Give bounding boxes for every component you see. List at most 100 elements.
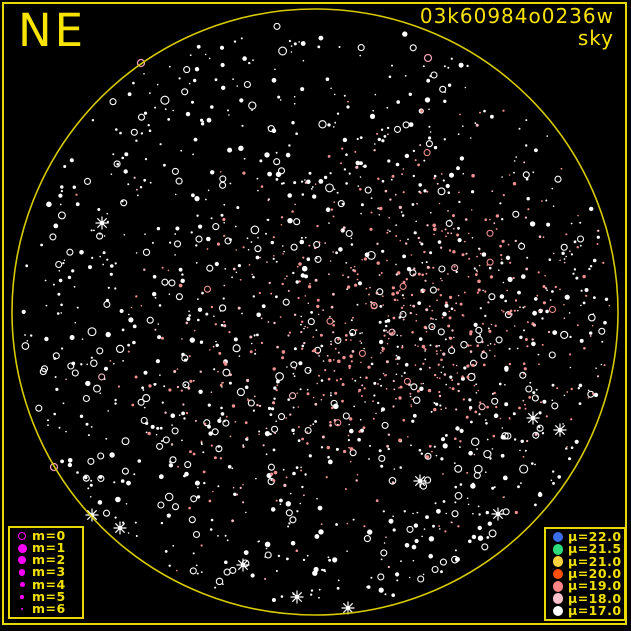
star: [445, 383, 448, 386]
star: [407, 238, 409, 241]
star: [509, 261, 512, 264]
star: [254, 352, 257, 355]
star: [596, 243, 599, 245]
star: [181, 439, 183, 442]
star: [204, 53, 207, 56]
star: [425, 272, 428, 275]
star: [299, 239, 305, 245]
star: [476, 270, 479, 273]
star: [394, 193, 397, 196]
star: [26, 340, 29, 342]
star: [159, 374, 161, 376]
star: [67, 462, 73, 468]
star: [271, 128, 277, 133]
star: [538, 411, 542, 415]
star: [347, 434, 350, 437]
star: [391, 286, 395, 290]
star: [429, 251, 433, 255]
star: [298, 41, 301, 43]
star: [168, 293, 171, 296]
star: [542, 285, 546, 288]
star: [176, 368, 179, 370]
star: [382, 372, 385, 375]
star: [183, 474, 186, 478]
star: [223, 320, 226, 323]
star: [282, 253, 284, 255]
star: [231, 404, 236, 408]
star: [223, 234, 226, 237]
star: [216, 242, 221, 246]
star: [600, 363, 603, 366]
star: [522, 455, 525, 458]
star: [109, 360, 112, 362]
star: [578, 402, 582, 405]
flare-star-core: [294, 594, 300, 600]
mu22-dot-icon: [552, 531, 564, 543]
star: [236, 206, 240, 210]
outlier-ring-stars: [49, 53, 433, 472]
star: [189, 379, 193, 383]
star: [243, 550, 249, 555]
star: [304, 268, 308, 271]
star: [471, 190, 475, 194]
star: [135, 295, 138, 298]
star: [299, 502, 302, 505]
star: [327, 459, 333, 465]
star: [528, 396, 532, 399]
star: [430, 71, 438, 79]
star: [76, 471, 79, 474]
star: [519, 306, 521, 309]
star: [35, 404, 43, 412]
star: [227, 147, 233, 153]
star: [483, 449, 492, 459]
star: [451, 329, 454, 332]
star: [279, 503, 282, 506]
star: [425, 515, 429, 519]
star: [222, 368, 231, 377]
star: [538, 235, 542, 238]
star: [353, 265, 356, 268]
star: [378, 449, 382, 453]
star: [439, 528, 441, 530]
star: [271, 407, 275, 411]
star: [580, 289, 583, 292]
star: [396, 334, 399, 337]
star: [370, 362, 374, 366]
star: [223, 284, 226, 287]
star: [524, 449, 527, 452]
star: [443, 65, 446, 68]
star: [156, 442, 164, 450]
star: [238, 145, 244, 151]
star: [502, 281, 505, 284]
star: [531, 338, 534, 341]
star: [256, 403, 259, 407]
star: [486, 438, 489, 441]
star: [330, 343, 333, 346]
star: [421, 261, 424, 264]
star: [333, 126, 335, 128]
star: [350, 319, 353, 322]
star: [436, 508, 441, 514]
star: [520, 439, 524, 443]
star: [103, 235, 106, 237]
star: [231, 467, 234, 470]
star: [385, 374, 388, 376]
star: [456, 233, 460, 237]
star: [89, 496, 92, 498]
star: [588, 267, 591, 271]
star: [416, 389, 420, 393]
star: [552, 205, 555, 207]
star: [291, 428, 295, 433]
star: [244, 385, 249, 390]
star: [109, 452, 115, 458]
star: [306, 554, 309, 557]
star: [147, 431, 151, 436]
star: [328, 273, 330, 276]
star: [467, 275, 470, 278]
star: [93, 384, 101, 393]
star: [219, 457, 223, 460]
star: [140, 304, 143, 307]
star: [551, 399, 554, 402]
star: [209, 528, 213, 531]
legend-row-m6: m=6: [12, 602, 80, 615]
